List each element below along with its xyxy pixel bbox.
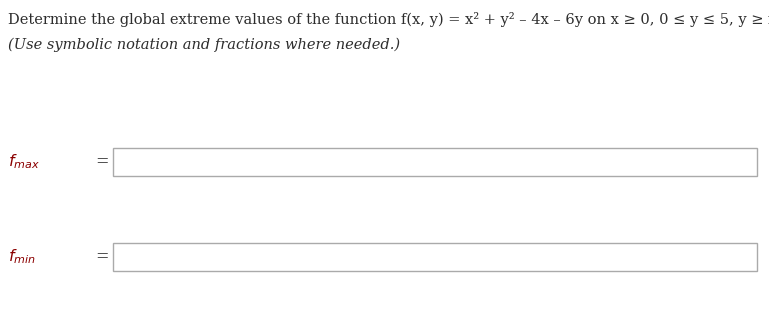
Text: Determine the global extreme values of the function f(x, y) = x² + y² – 4x – 6y : Determine the global extreme values of t… (8, 12, 769, 27)
Text: =: = (95, 249, 108, 265)
Text: $\mathit{f}_{\mathit{max}}$: $\mathit{f}_{\mathit{max}}$ (8, 153, 40, 171)
Text: =: = (95, 153, 108, 171)
Bar (113, 148, 757, 176)
Text: (Use symbolic notation and fractions where needed.): (Use symbolic notation and fractions whe… (8, 38, 400, 52)
Bar (113, 243, 757, 271)
Text: $\mathit{f}_{\mathit{min}}$: $\mathit{f}_{\mathit{min}}$ (8, 248, 36, 266)
